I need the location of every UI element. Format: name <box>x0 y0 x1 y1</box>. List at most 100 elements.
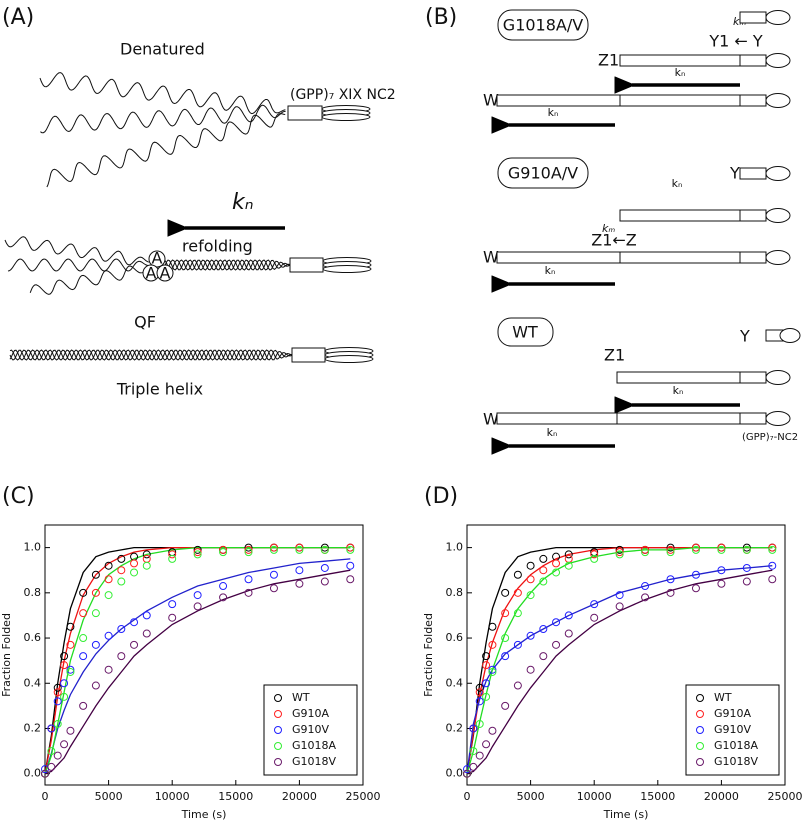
panel-b: (B) G1018A/V kₘ Y1 ← Y Z1 kₙ W kₙ G910A/… <box>425 5 801 455</box>
data-point <box>66 640 75 649</box>
data-point <box>513 681 522 690</box>
data-point <box>320 577 329 586</box>
data-point <box>168 613 177 622</box>
fragment-label: W <box>483 410 499 429</box>
legend-marker <box>696 694 704 702</box>
data-point <box>269 584 278 593</box>
y-tick-label: 0.2 <box>446 721 464 734</box>
data-point <box>104 591 113 600</box>
data-point <box>501 609 510 618</box>
data-point <box>60 652 69 661</box>
fragment <box>619 54 741 67</box>
data-point <box>346 543 355 552</box>
x-tick-label: 15000 <box>640 790 675 803</box>
data-point <box>501 701 510 710</box>
data-point <box>320 563 329 572</box>
rate-label: kₙ <box>548 106 559 119</box>
data-point <box>564 554 573 563</box>
data-point <box>666 548 675 557</box>
fit-line <box>44 546 351 774</box>
rate-label: kₙ <box>673 384 684 397</box>
chain <box>46 113 286 188</box>
rate-label: kₙ <box>672 177 683 190</box>
legend-label: G1018V <box>714 755 759 768</box>
data-point <box>142 611 151 620</box>
data-point <box>320 545 329 554</box>
data-point <box>130 618 139 627</box>
data-point <box>53 683 62 692</box>
data-point <box>91 609 100 618</box>
data-point <box>717 545 726 554</box>
legend-label: G1018A <box>292 739 337 752</box>
data-point <box>269 543 278 552</box>
x-axis-label: Time (s) <box>181 808 227 821</box>
variant-box <box>497 317 554 347</box>
data-point <box>666 588 675 597</box>
data-point <box>79 609 88 618</box>
data-point <box>768 575 777 584</box>
fragment-label: W <box>483 248 499 267</box>
x-tick-label: 10000 <box>577 790 612 803</box>
rate-label: kₙ <box>545 264 556 277</box>
data-point <box>193 591 202 600</box>
domain <box>739 11 767 24</box>
data-point <box>742 577 751 586</box>
rate-label: kₘ <box>602 222 615 235</box>
data-point <box>47 747 56 756</box>
data-point <box>244 548 253 557</box>
data-point <box>768 561 777 570</box>
data-point <box>539 566 548 575</box>
data-point <box>590 554 599 563</box>
panel-label: (B) <box>425 5 457 30</box>
legend-label: G910A <box>714 707 752 720</box>
chain <box>149 259 290 271</box>
data-point <box>244 545 253 554</box>
legend-label: G1018A <box>714 739 759 752</box>
data-point <box>539 625 548 633</box>
data-point <box>79 634 88 643</box>
nc2-domain <box>779 328 801 343</box>
chain <box>40 104 286 134</box>
y-tick-label: 1.0 <box>24 541 42 554</box>
data-point <box>79 652 88 661</box>
data-point <box>590 613 599 622</box>
domain <box>739 94 767 107</box>
data-point <box>244 575 253 584</box>
data-point <box>346 545 355 554</box>
data-point <box>469 724 478 733</box>
fragment-label: Z1 <box>604 346 625 365</box>
data-point <box>104 665 113 674</box>
data-point <box>641 548 650 557</box>
data-point <box>488 640 497 649</box>
data-point <box>488 726 497 735</box>
fragment <box>616 371 741 384</box>
fit-line <box>466 546 773 774</box>
legend-marker <box>274 710 282 718</box>
data-point <box>244 543 253 552</box>
data-point <box>768 545 777 554</box>
data-point <box>564 550 573 559</box>
data-point <box>615 602 624 611</box>
nc2-lobe <box>321 113 371 121</box>
rate-label: kₙ <box>547 426 558 439</box>
x-tick-label: 20000 <box>704 790 739 803</box>
data-point <box>193 550 202 559</box>
domain <box>739 209 767 222</box>
legend-label: G910V <box>714 723 752 736</box>
data-point <box>641 593 650 602</box>
data-point <box>615 550 624 559</box>
data-point <box>142 629 151 638</box>
data-point <box>130 640 139 649</box>
y-tick-label: 0.8 <box>446 586 464 599</box>
data-point <box>539 554 548 563</box>
data-point <box>47 762 56 771</box>
data-point <box>269 545 278 554</box>
x-tick-label: 15000 <box>218 790 253 803</box>
data-point <box>219 545 228 554</box>
data-point <box>501 588 510 597</box>
variant-box <box>497 9 589 41</box>
data-point <box>564 629 573 638</box>
data-point <box>168 554 177 563</box>
legend-label: G910A <box>292 707 330 720</box>
data-point <box>768 543 777 552</box>
